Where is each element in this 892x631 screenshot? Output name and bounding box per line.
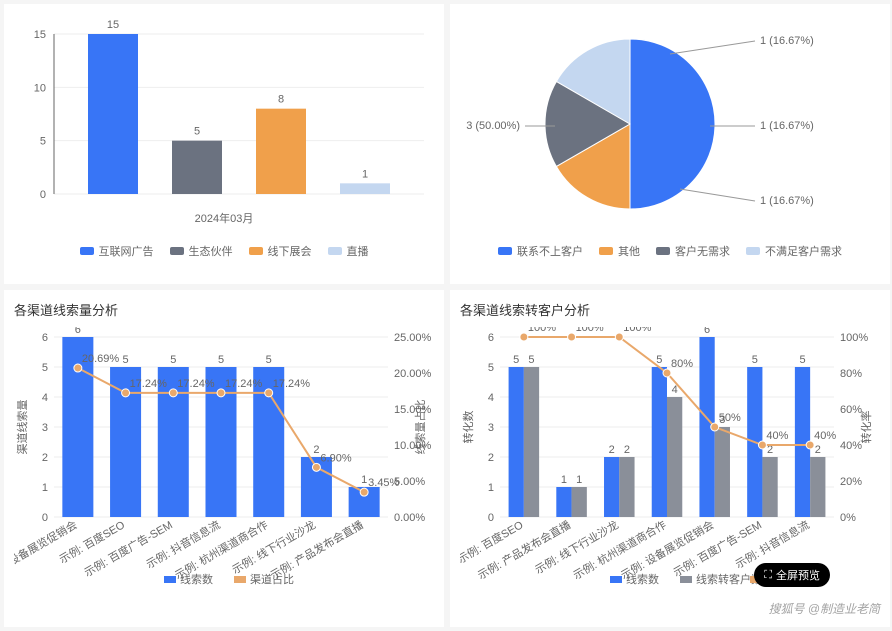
svg-text:5: 5 <box>656 354 662 366</box>
svg-text:示例: 百度广告-SEM: 示例: 百度广告-SEM <box>671 517 764 579</box>
svg-text:5: 5 <box>266 354 272 366</box>
bar-chart-panel: 0 5 10 15 15 5 8 1 2024年03月 互联网广告生态伙伴线下展会直播 <box>4 4 444 284</box>
svg-text:2: 2 <box>815 444 821 456</box>
svg-text:20.00%: 20.00% <box>394 368 432 380</box>
combo1-chart: 01234560.00%5.00%10.00%15.00%20.00%25.00… <box>14 327 434 592</box>
svg-text:100%: 100% <box>576 327 604 334</box>
svg-text:6: 6 <box>704 327 710 336</box>
svg-text:示例: 百度广告-SEM: 示例: 百度广告-SEM <box>82 517 175 579</box>
svg-text:5: 5 <box>799 354 805 366</box>
svg-text:80%: 80% <box>671 358 693 370</box>
svg-text:1: 1 <box>488 482 494 494</box>
svg-text:17.24%: 17.24% <box>273 378 311 390</box>
svg-text:5: 5 <box>752 354 758 366</box>
svg-text:6.90%: 6.90% <box>320 452 351 464</box>
svg-text:1 (16.67%): 1 (16.67%) <box>760 120 814 132</box>
svg-text:40%: 40% <box>766 430 788 442</box>
svg-text:80%: 80% <box>840 368 862 380</box>
svg-text:10: 10 <box>34 82 46 94</box>
pie-chart: 3 (50.00%) 1 (16.67%) 1 (16.67%) 1 (16.67%) <box>460 14 880 234</box>
combo2-title: 各渠道线索转客户分析 <box>460 300 880 319</box>
svg-text:100%: 100% <box>840 332 868 344</box>
svg-text:4: 4 <box>672 384 678 396</box>
svg-text:15: 15 <box>107 19 119 31</box>
svg-text:15: 15 <box>34 29 46 41</box>
combo1-title: 各渠道线索量分析 <box>14 300 434 319</box>
svg-text:20%: 20% <box>840 476 862 488</box>
svg-text:5: 5 <box>528 354 534 366</box>
svg-text:1 (16.67%): 1 (16.67%) <box>760 35 814 47</box>
svg-text:17.24%: 17.24% <box>225 378 263 390</box>
svg-text:2: 2 <box>42 452 48 464</box>
svg-text:5: 5 <box>488 362 494 374</box>
svg-text:3: 3 <box>42 422 48 434</box>
svg-text:17.24%: 17.24% <box>177 378 215 390</box>
bar-chart: 0 5 10 15 15 5 8 1 2024年03月 <box>14 14 434 234</box>
svg-text:3.45%: 3.45% <box>368 477 399 489</box>
svg-text:2: 2 <box>313 444 319 456</box>
svg-text:5: 5 <box>40 136 46 148</box>
svg-text:1 (16.67%): 1 (16.67%) <box>760 195 814 207</box>
svg-text:2: 2 <box>609 444 615 456</box>
svg-text:100%: 100% <box>528 327 556 334</box>
svg-text:5: 5 <box>123 354 129 366</box>
svg-text:2024年03月: 2024年03月 <box>195 211 254 225</box>
svg-text:转化数: 转化数 <box>461 411 475 444</box>
svg-text:1: 1 <box>576 474 582 486</box>
pie-chart-panel: 3 (50.00%) 1 (16.67%) 1 (16.67%) 1 (16.67%)… <box>450 4 890 284</box>
svg-text:0: 0 <box>42 512 48 524</box>
fullscreen-button[interactable]: ⛶ 全屏预览 <box>754 563 830 587</box>
svg-text:0.00%: 0.00% <box>394 512 425 524</box>
bar-chart-legend: 互联网广告生态伙伴线下展会直播 <box>14 243 434 259</box>
svg-text:40%: 40% <box>840 440 862 452</box>
fullscreen-icon: ⛶ <box>764 569 772 582</box>
svg-text:转化率: 转化率 <box>859 411 873 444</box>
svg-text:2: 2 <box>624 444 630 456</box>
combo2-chart: 01234560%20%40%60%80%100%转化数转化率551122546… <box>460 327 880 592</box>
svg-text:5: 5 <box>194 126 200 138</box>
svg-text:4: 4 <box>42 392 48 404</box>
svg-text:0: 0 <box>40 189 46 201</box>
svg-text:1: 1 <box>362 168 368 180</box>
fullscreen-label: 全屏预览 <box>776 567 820 583</box>
svg-text:40%: 40% <box>814 430 836 442</box>
pie-chart-legend: 联系不上客户其他客户无需求不满足客户需求 <box>460 243 880 259</box>
svg-text:8: 8 <box>278 94 284 106</box>
svg-text:5: 5 <box>42 362 48 374</box>
svg-text:17.24%: 17.24% <box>130 378 168 390</box>
svg-text:6: 6 <box>75 327 81 336</box>
svg-text:线索数: 线索数 <box>626 572 659 586</box>
svg-text:线索量占比: 线索量占比 <box>413 400 427 455</box>
svg-text:60%: 60% <box>840 404 862 416</box>
svg-text:25.00%: 25.00% <box>394 332 432 344</box>
svg-text:线索数: 线索数 <box>180 572 213 586</box>
svg-text:20.69%: 20.69% <box>82 353 120 365</box>
svg-text:5: 5 <box>513 354 519 366</box>
svg-text:2: 2 <box>488 452 494 464</box>
svg-text:6: 6 <box>42 332 48 344</box>
combo2-panel: 各渠道线索转客户分析 01234560%20%40%60%80%100%转化数转… <box>450 290 890 627</box>
svg-text:1: 1 <box>561 474 567 486</box>
combo1-panel: 各渠道线索量分析 01234560.00%5.00%10.00%15.00%20… <box>4 290 444 627</box>
svg-text:5: 5 <box>218 354 224 366</box>
svg-text:4: 4 <box>488 392 494 404</box>
svg-text:0: 0 <box>488 512 494 524</box>
svg-text:1: 1 <box>42 482 48 494</box>
svg-text:渠道线索量: 渠道线索量 <box>15 400 29 455</box>
svg-text:3: 3 <box>488 422 494 434</box>
svg-text:5: 5 <box>170 354 176 366</box>
svg-text:100%: 100% <box>623 327 651 334</box>
svg-text:3 (50.00%): 3 (50.00%) <box>466 120 520 132</box>
svg-text:1: 1 <box>361 474 367 486</box>
svg-text:6: 6 <box>488 332 494 344</box>
watermark-text: 搜狐号 @制造业老简 <box>768 600 880 617</box>
svg-text:渠道占比: 渠道占比 <box>250 572 294 586</box>
svg-text:0%: 0% <box>840 512 856 524</box>
svg-text:50%: 50% <box>719 412 741 424</box>
